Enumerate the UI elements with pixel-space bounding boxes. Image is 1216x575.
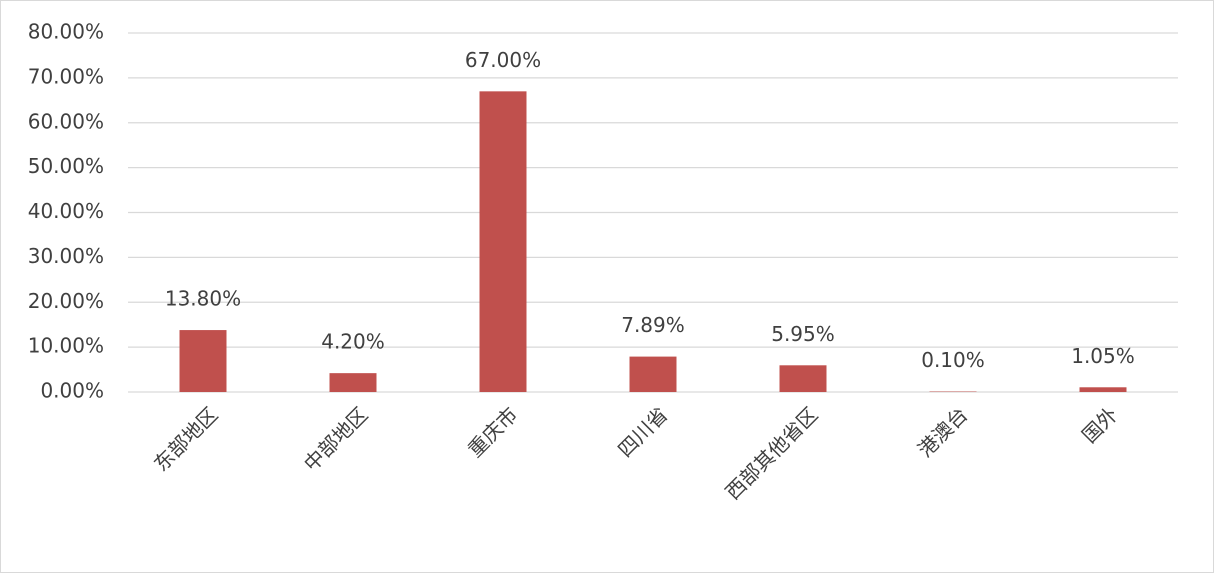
data-label: 13.80%	[165, 287, 241, 311]
bar	[779, 365, 827, 392]
data-label: 67.00%	[465, 48, 541, 72]
data-label: 7.89%	[621, 313, 685, 337]
y-tick-label: 60.00%	[28, 109, 104, 133]
bar	[479, 91, 527, 393]
data-label: 1.05%	[1071, 344, 1135, 368]
y-tick-label: 30.00%	[28, 244, 104, 268]
y-tick-label: 80.00%	[28, 20, 104, 44]
data-label: 5.95%	[771, 322, 835, 346]
bar	[629, 356, 677, 392]
bar	[1079, 387, 1127, 392]
y-tick-label: 10.00%	[28, 334, 104, 358]
y-tick-label: 70.00%	[28, 64, 104, 88]
y-tick-label: 0.00%	[40, 379, 104, 403]
bar	[329, 373, 377, 392]
data-label: 4.20%	[321, 330, 385, 354]
bar	[179, 330, 227, 392]
y-tick-label: 40.00%	[28, 199, 104, 223]
data-label: 0.10%	[921, 348, 985, 372]
y-tick-label: 20.00%	[28, 289, 104, 313]
y-tick-label: 50.00%	[28, 154, 104, 178]
